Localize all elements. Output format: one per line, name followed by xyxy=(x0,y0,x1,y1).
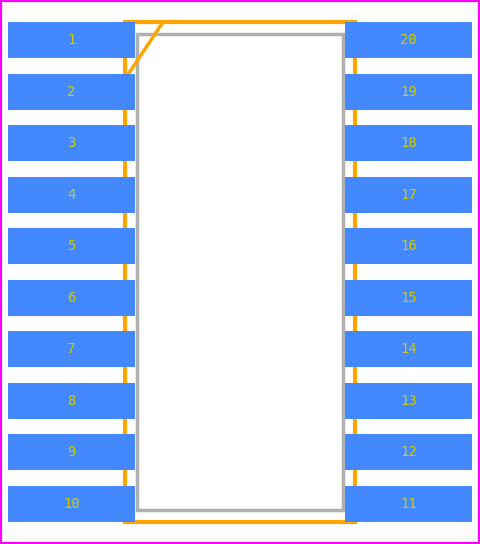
Bar xyxy=(8,177,135,213)
Bar xyxy=(345,177,472,213)
Bar xyxy=(345,331,472,367)
Text: 12: 12 xyxy=(400,446,417,460)
Bar xyxy=(125,22,355,522)
Bar xyxy=(8,125,135,161)
Text: 20: 20 xyxy=(400,33,417,47)
Bar xyxy=(8,486,135,522)
Bar xyxy=(8,280,135,316)
Text: 15: 15 xyxy=(400,291,417,305)
Bar xyxy=(8,331,135,367)
Text: 5: 5 xyxy=(67,239,76,253)
Text: 17: 17 xyxy=(400,188,417,202)
Bar xyxy=(345,73,472,109)
Bar xyxy=(8,383,135,419)
Text: 13: 13 xyxy=(400,394,417,408)
Bar xyxy=(345,280,472,316)
Text: 18: 18 xyxy=(400,136,417,150)
Bar xyxy=(345,486,472,522)
Bar xyxy=(345,22,472,58)
Bar xyxy=(345,383,472,419)
Text: 1: 1 xyxy=(67,33,76,47)
Text: 8: 8 xyxy=(67,394,76,408)
Text: 14: 14 xyxy=(400,342,417,356)
Bar xyxy=(8,22,135,58)
Text: 3: 3 xyxy=(67,136,76,150)
Bar xyxy=(8,435,135,471)
Text: 10: 10 xyxy=(63,497,80,511)
Bar xyxy=(8,228,135,264)
Text: 4: 4 xyxy=(67,188,76,202)
Text: 19: 19 xyxy=(400,84,417,98)
Bar xyxy=(345,228,472,264)
Bar xyxy=(345,125,472,161)
Bar xyxy=(137,34,343,510)
Text: 7: 7 xyxy=(67,342,76,356)
Text: 6: 6 xyxy=(67,291,76,305)
Bar xyxy=(345,435,472,471)
Text: 9: 9 xyxy=(67,446,76,460)
Text: 2: 2 xyxy=(67,84,76,98)
Bar xyxy=(8,73,135,109)
Text: 11: 11 xyxy=(400,497,417,511)
Text: 16: 16 xyxy=(400,239,417,253)
